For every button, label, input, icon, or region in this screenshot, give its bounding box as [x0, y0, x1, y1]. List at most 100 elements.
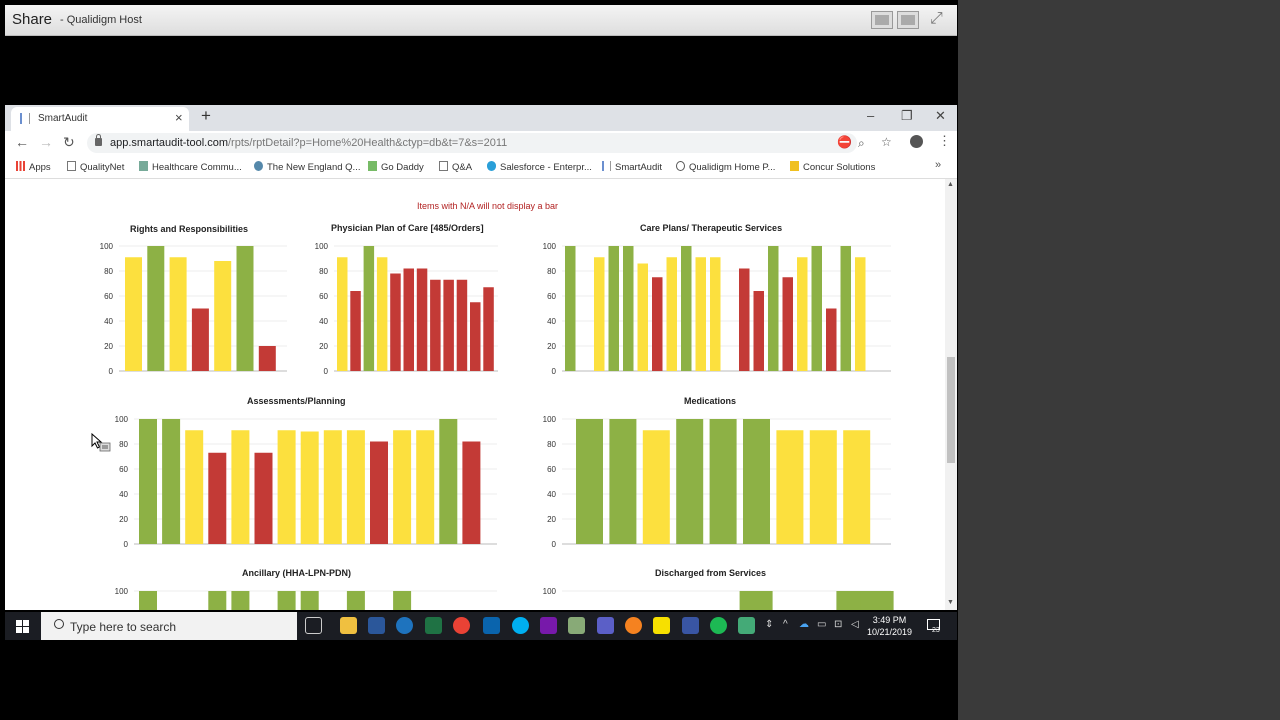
bar [350, 291, 361, 371]
bar [695, 257, 706, 371]
bar [594, 257, 605, 371]
bookmark-godaddy[interactable]: Go Daddy [368, 161, 424, 173]
bookmark-healthcare[interactable]: Healthcare Commu... [139, 161, 242, 173]
more-bookmarks-icon[interactable]: » [935, 159, 942, 171]
reload-icon[interactable]: ↻ [63, 134, 75, 150]
bookmark-new-england[interactable]: The New England Q... [254, 161, 360, 173]
address-bar[interactable]: app.smartaudit-tool.com/rpts/rptDetail?p… [87, 133, 857, 153]
sticky-notes-icon[interactable] [653, 617, 670, 634]
excel-icon[interactable] [425, 617, 442, 634]
zoom-share-icon[interactable] [738, 617, 755, 634]
page-scrollbar[interactable]: ▲ ▼ [945, 179, 957, 610]
bookmark-qa[interactable]: Q&A [439, 161, 472, 173]
fit-window-button[interactable] [897, 11, 919, 29]
concur-icon [790, 161, 799, 171]
bookmarks-bar: Apps QualityNet Healthcare Commu... The … [5, 155, 957, 179]
app-icon[interactable] [568, 617, 585, 634]
battery-icon[interactable]: ▭ [817, 619, 827, 630]
teams-icon[interactable] [597, 617, 614, 634]
fullscreen-icon[interactable]: ⤢ [930, 10, 943, 27]
network-icon[interactable]: ⊡ [834, 619, 843, 630]
bar [642, 430, 670, 544]
tab-title: SmartAudit [38, 113, 88, 124]
internet-explorer-icon[interactable] [396, 617, 413, 634]
word-icon[interactable] [368, 617, 385, 634]
bookmark-salesforce[interactable]: Salesforce - Enterpr... [487, 161, 592, 173]
bar [439, 419, 458, 544]
bar [376, 257, 388, 371]
bookmark-qualitynet[interactable]: QualityNet [67, 161, 124, 173]
back-icon[interactable]: ← [15, 134, 29, 150]
bar [782, 277, 793, 371]
scroll-up-icon[interactable]: ▲ [947, 181, 954, 188]
onedrive-icon[interactable]: ☁ [799, 619, 809, 630]
apps-grid-icon [16, 161, 25, 171]
scroll-thumb[interactable] [947, 357, 955, 463]
bar [843, 430, 871, 544]
windows-start-icon[interactable] [16, 620, 29, 633]
tray-chevron-icon[interactable]: ^ [783, 619, 788, 630]
taskbar-scroll-icon[interactable]: ⇕ [765, 619, 774, 630]
new-tab-icon[interactable]: + [201, 106, 211, 125]
y-tick-label: 60 [319, 292, 328, 301]
y-tick-label: 100 [543, 242, 557, 251]
clock-time: 3:49 PM [872, 615, 907, 625]
y-tick-label: 80 [104, 267, 113, 276]
outlook-icon[interactable] [483, 617, 500, 634]
visio-icon[interactable] [682, 617, 699, 634]
y-tick-label: 60 [547, 465, 556, 474]
bar [208, 591, 227, 610]
site-icon [139, 161, 148, 171]
bar [623, 246, 634, 371]
chrome-icon[interactable] [453, 617, 470, 634]
blocked-popup-icon[interactable]: ⛔ [837, 135, 852, 149]
close-tab-icon[interactable]: × [175, 110, 183, 125]
bookmark-qualidigm[interactable]: Qualidigm Home P... [676, 161, 775, 173]
bar [125, 257, 142, 371]
task-view-icon[interactable] [305, 617, 322, 634]
tab-smartaudit[interactable]: SmartAudit × [11, 107, 189, 131]
forward-icon[interactable]: → [39, 134, 53, 150]
bar [236, 246, 254, 371]
bar [776, 430, 804, 544]
onenote-icon[interactable] [540, 617, 557, 634]
bar [456, 279, 468, 371]
phone-icon[interactable] [625, 617, 642, 634]
bar [390, 273, 401, 371]
skype-icon[interactable] [512, 617, 529, 634]
bar-chart: 0 20 40 60 80 100 [100, 242, 287, 376]
share-bar: Share - Qualidigm Host ⤢ [5, 5, 957, 36]
bar [231, 430, 250, 544]
godaddy-icon [368, 161, 377, 171]
restore-icon[interactable]: ❐ [901, 108, 913, 123]
bookmark-apps[interactable]: Apps [16, 161, 51, 173]
bar [147, 246, 165, 371]
spotify-icon[interactable] [710, 617, 727, 634]
notifications-icon[interactable] [927, 619, 940, 630]
bar-chart: 0 20 40 60 80 100 [115, 415, 497, 549]
chart-title: Ancillary (HHA-LPN-PDN) [242, 568, 352, 578]
volume-icon[interactable]: ◁ [851, 619, 859, 630]
file-explorer-icon[interactable] [340, 617, 357, 634]
clock[interactable]: 3:49 PM 10/21/2019 [867, 614, 912, 638]
y-tick-label: 40 [119, 490, 128, 499]
bookmark-smartaudit[interactable]: SmartAudit [602, 161, 662, 173]
profile-icon[interactable] [910, 135, 923, 148]
y-tick-label: 100 [100, 242, 114, 251]
zoom-icon[interactable]: ⌕ [858, 136, 865, 150]
bar [191, 308, 209, 371]
bookmark-star-icon[interactable]: ☆ [881, 135, 892, 149]
report-content: Items with N/A will not display a bar Ri… [5, 179, 945, 610]
bar [346, 591, 365, 610]
view-mode-button[interactable] [871, 11, 893, 29]
bar [370, 441, 388, 544]
taskbar-search[interactable]: Type here to search [41, 612, 297, 640]
close-window-icon[interactable]: ✕ [935, 108, 946, 123]
bar [811, 246, 822, 371]
menu-icon[interactable]: ⋮ [938, 133, 951, 148]
minimize-icon[interactable]: – [867, 108, 875, 123]
bookmark-concur[interactable]: Concur Solutions [790, 161, 875, 173]
scroll-down-icon[interactable]: ▼ [947, 599, 954, 606]
bar-chart: 100 [543, 587, 894, 610]
